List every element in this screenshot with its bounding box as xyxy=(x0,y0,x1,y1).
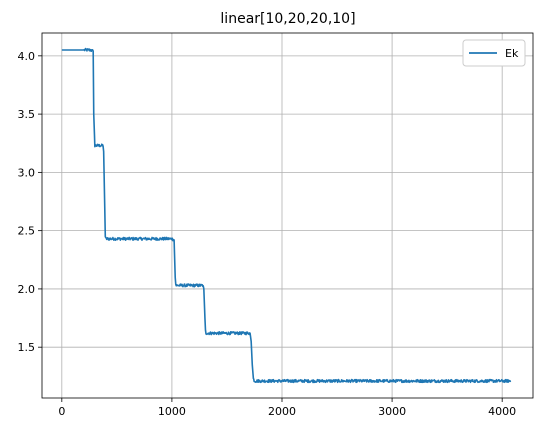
y-tick-label: 1.5 xyxy=(18,341,36,354)
plot-series xyxy=(61,47,512,384)
x-tick-label: 2000 xyxy=(268,405,296,418)
chart-title: linear[10,20,20,10] xyxy=(220,11,355,27)
y-tick-label: 2.0 xyxy=(18,283,36,296)
plot-frame xyxy=(41,32,534,399)
axis-ticks: 0 1000 2000 3000 4000 1.5 2.0 2.5 3.0 3.5 4.0 xyxy=(18,50,517,418)
y-tick-label: 4.0 xyxy=(18,50,36,63)
x-tick-label: 0 xyxy=(58,405,65,418)
grid xyxy=(42,33,533,398)
x-tick-label: 4000 xyxy=(488,405,516,418)
series-line-ek xyxy=(61,47,512,384)
x-tick-label: 3000 xyxy=(378,405,406,418)
y-tick-label: 3.5 xyxy=(18,108,36,121)
x-tick-label: 1000 xyxy=(158,405,186,418)
y-tick-label: 2.5 xyxy=(18,225,36,238)
legend: Ek xyxy=(462,39,526,67)
y-tick-label: 3.0 xyxy=(18,166,36,179)
legend-label-ek: Ek xyxy=(505,47,519,60)
